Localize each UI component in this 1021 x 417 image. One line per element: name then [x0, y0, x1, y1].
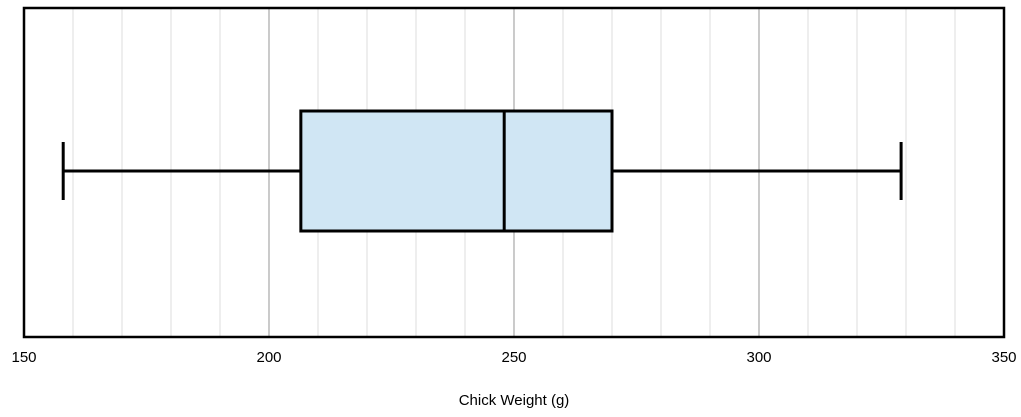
x-tick-label: 300	[746, 349, 771, 366]
plot-frame	[22, 6, 1006, 339]
box-plot	[61, 109, 903, 233]
x-tick-label: 350	[991, 349, 1016, 366]
x-tick-label: 200	[256, 349, 281, 366]
x-tick-label: 150	[11, 349, 36, 366]
x-axis-title: Chick Weight (g)	[459, 392, 570, 409]
x-tick-label: 250	[501, 349, 526, 366]
interquartile-box	[299, 109, 614, 233]
x-axis-tick-labels: 150 200 250 300 350	[11, 349, 1016, 366]
